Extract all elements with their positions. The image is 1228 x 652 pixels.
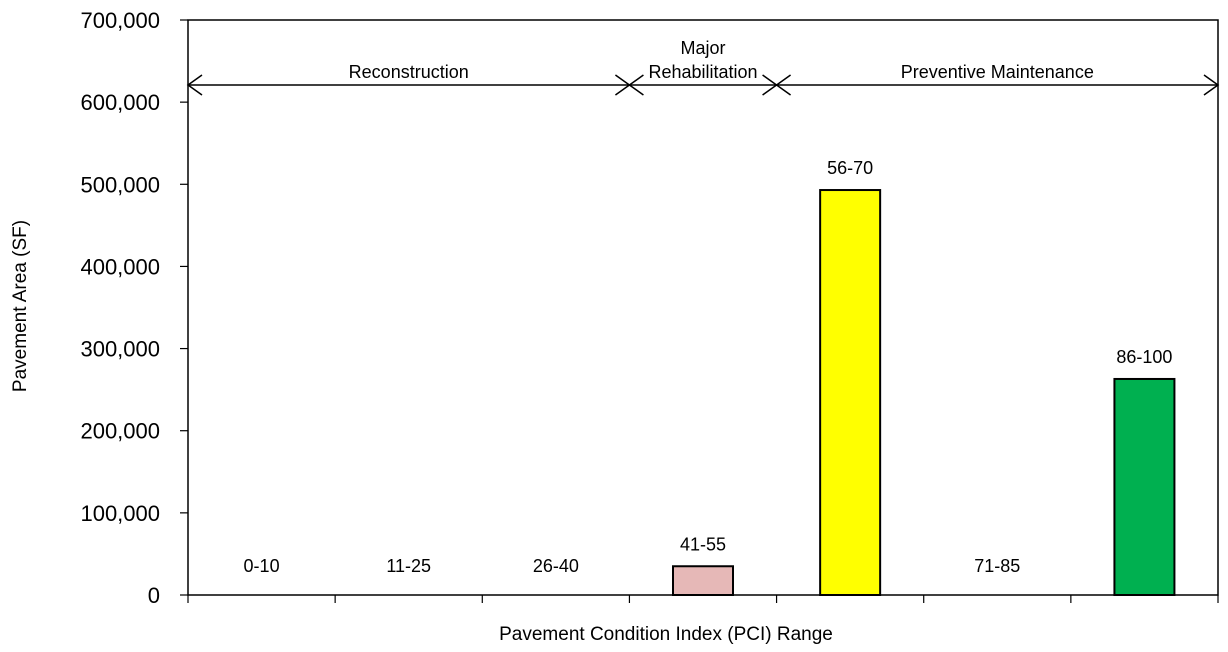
category-labels: 0-10 11-25 26-40 41-55 56-70 71-85 86-100 [244,158,1173,576]
bar-category-label: 0-10 [244,556,280,576]
bar-category-label: 26-40 [533,556,579,576]
y-tick-label: 100,000 [80,501,160,526]
y-tick-label: 400,000 [80,254,160,279]
x-axis-title: Pavement Condition Index (PCI) Range [499,624,833,645]
plot-area [187,19,1219,596]
y-tick-label: 300,000 [80,337,160,362]
bar-category-label: 11-25 [386,556,431,576]
zone-arrow-head-left [628,74,644,96]
bar [819,189,882,597]
bar [1113,377,1176,597]
zone-label: Rehabilitation [648,62,757,82]
bar-category-label: 41-55 [680,534,726,554]
y-tick-label: 0 [148,583,160,608]
x-axis [187,595,1219,603]
y-axis-title: Pavement Area (SF) [10,220,31,392]
zone-label: Major [680,38,725,58]
bar [672,565,734,596]
bars-group [672,189,1176,597]
zone-arrow-head-left [186,74,203,96]
plot-border [187,19,1219,596]
zone-arrow-head-right [1203,74,1220,96]
y-tick-label: 200,000 [80,419,160,444]
y-tick-label: 600,000 [80,90,160,115]
treatment-zones: Reconstruction Major Rehabilitation Prevent… [186,38,1220,96]
zone-arrow-head-left [775,74,792,96]
zone-label: Preventive Maintenance [901,62,1094,82]
bar-category-label: 86-100 [1116,347,1172,367]
bar-category-label: 71-85 [974,556,1020,576]
bar-category-label: 56-70 [827,158,873,178]
zone-label: Reconstruction [349,62,469,82]
y-axis: 0 100,000 200,000 300,000 400,000 500,000 600,… [80,8,188,608]
y-tick-label: 700,000 [80,8,160,33]
y-tick-label: 500,000 [80,172,160,197]
